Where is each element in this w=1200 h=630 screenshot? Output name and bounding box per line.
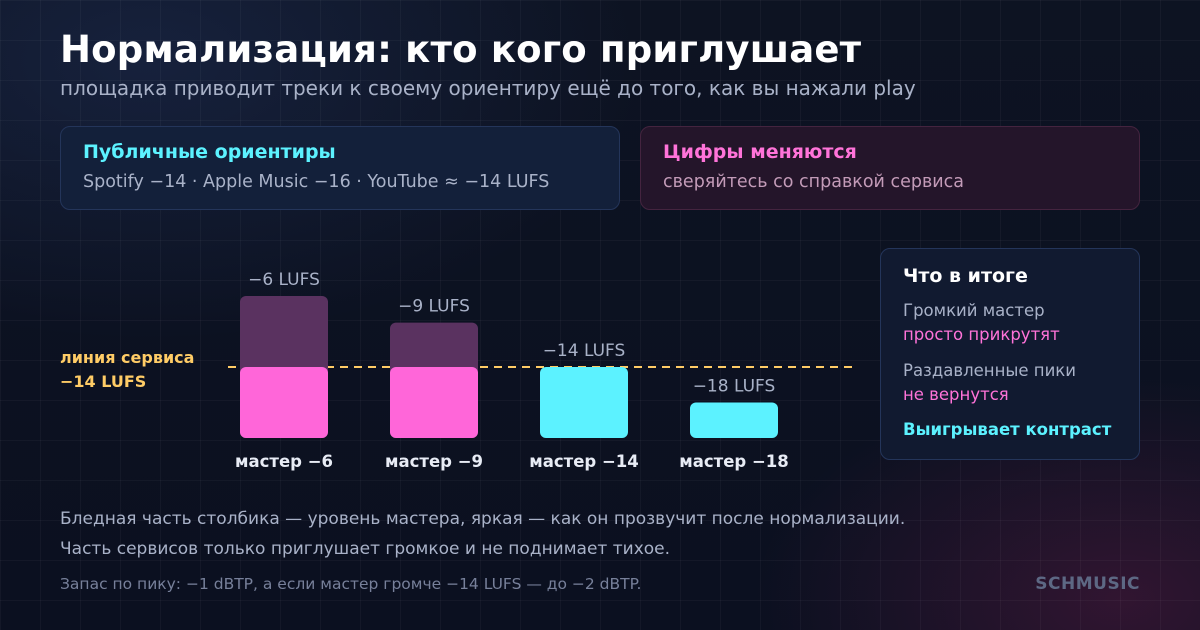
public-targets-card: Публичные ориентиры Spotify −14 · Apple … (60, 126, 620, 210)
service-line-label-name: линия сервиса (60, 348, 195, 367)
bar-category-label: мастер −14 (529, 452, 639, 471)
service-line-label-value: −14 LUFS (60, 372, 147, 391)
page-subtitle: площадка приводит треки к своему ориенти… (60, 76, 916, 100)
bar-normalized-level (390, 367, 478, 438)
numbers-change-heading: Цифры меняются (663, 141, 857, 163)
bar-normalized-level (240, 367, 328, 438)
summary-turned-down: просто прикрутят (903, 325, 1060, 344)
service-line-label: линия сервиса −14 LUFS (60, 346, 194, 394)
note-bar-legend: Бледная часть столбика — уровень мастера… (60, 509, 906, 529)
public-targets-heading: Публичные ориентиры (83, 141, 336, 163)
bar-value-label: −9 LUFS (398, 297, 470, 317)
summary-contrast-wins: Выигрывает контраст (903, 420, 1112, 439)
footnote-true-peak: Запас по пику: −1 dBTP, а если мастер гр… (60, 575, 642, 593)
bar-normalized-level (540, 367, 628, 438)
numbers-change-card: Цифры меняются сверяйтесь со справкой се… (640, 126, 1140, 210)
bar-value-label: −14 LUFS (543, 341, 626, 361)
bar-category-label: мастер −6 (235, 452, 333, 471)
summary-title: Что в итоге (903, 265, 1028, 287)
bar-value-label: −6 LUFS (248, 270, 320, 290)
numbers-change-text: сверяйтесь со справкой сервиса (663, 172, 965, 192)
note-services: Часть сервисов только приглушает громкое… (60, 539, 671, 559)
bar-category-label: мастер −9 (385, 452, 483, 471)
summary-loud-master: Громкий мастер (903, 301, 1045, 320)
page-title: Нормализация: кто кого приглушает (60, 28, 862, 71)
summary-card: Что в итоге Громкий мастер просто прикру… (880, 248, 1140, 460)
bar-normalized-level (690, 402, 778, 438)
brand-logo: SCHMUSIC (1035, 574, 1140, 594)
public-targets-text: Spotify −14 · Apple Music −16 · YouTube … (83, 172, 550, 192)
bar-value-label: −18 LUFS (693, 377, 776, 397)
bar-category-label: мастер −18 (679, 452, 789, 471)
summary-crushed-peaks: Раздавленные пики (903, 361, 1076, 380)
summary-wont-return: не вернутся (903, 385, 1009, 404)
